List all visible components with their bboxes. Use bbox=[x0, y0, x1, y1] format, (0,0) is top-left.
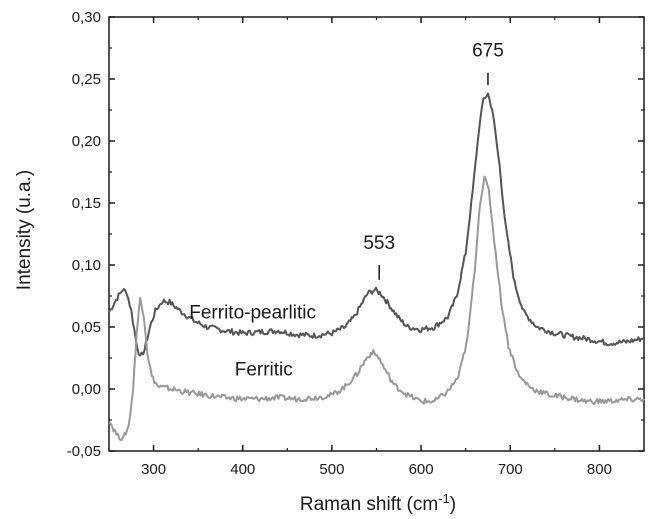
series-line-ferrito-pearlitic bbox=[108, 92, 645, 357]
x-axis-title-superscript: -1 bbox=[438, 491, 450, 506]
x-axis-title-main: Raman shift (cm bbox=[300, 494, 438, 515]
y-tick-label: 0,30 bbox=[72, 9, 101, 26]
y-axis-title: Intensity (u.a.) bbox=[14, 170, 35, 290]
y-tick-label: 0,10 bbox=[72, 257, 101, 274]
x-tick-label: 600 bbox=[409, 461, 434, 478]
series-labels: Ferrito-pearlitic Ferritic bbox=[189, 302, 316, 380]
x-axis-title: Raman shift (cm-1) bbox=[300, 491, 456, 515]
x-tick-label: 700 bbox=[498, 461, 523, 478]
series-line-ferritic bbox=[108, 175, 645, 441]
y-tick-label: 0,05 bbox=[72, 319, 101, 336]
x-tick-label: 800 bbox=[587, 461, 612, 478]
peak-annotations: 675 553 bbox=[363, 41, 504, 280]
peak-label-553: 553 bbox=[363, 233, 395, 254]
y-tick-label: 0,20 bbox=[72, 133, 101, 150]
y-tick-label: -0,05 bbox=[67, 443, 101, 460]
y-tick-label: 0,25 bbox=[72, 71, 101, 88]
y-tick-label: 0,00 bbox=[72, 381, 101, 398]
series-label: Ferritic bbox=[235, 359, 293, 380]
y-axis-ticks: -0,05 0,00 0,05 0,10 0,15 0,20 0,25 0,30 bbox=[67, 9, 644, 460]
x-tick-label: 300 bbox=[141, 461, 166, 478]
x-tick-label: 400 bbox=[230, 461, 255, 478]
x-axis-ticks: 300 400 500 600 700 800 bbox=[108, 17, 645, 478]
x-axis-title-close: ) bbox=[450, 494, 456, 515]
x-tick-label: 500 bbox=[319, 461, 344, 478]
peak-label-675: 675 bbox=[472, 41, 504, 62]
series-label: Ferrito-pearlitic bbox=[189, 302, 316, 323]
series-group bbox=[108, 92, 645, 441]
y-tick-label: 0,15 bbox=[72, 195, 101, 212]
